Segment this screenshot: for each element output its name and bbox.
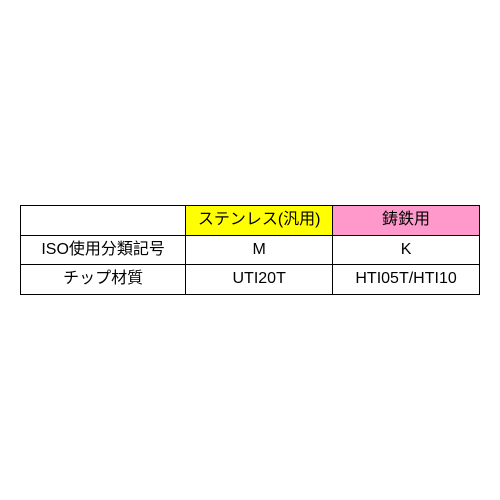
header-empty — [21, 205, 186, 235]
header-cast-iron: 鋳鉄用 — [333, 205, 480, 235]
row-label-chip: チップ材質 — [21, 265, 186, 295]
table-header-row: ステンレス(汎用) 鋳鉄用 — [21, 205, 480, 235]
cell-iso-stainless: M — [186, 235, 333, 265]
cell-chip-cast-iron: HTI05T/HTI10 — [333, 265, 480, 295]
header-stainless: ステンレス(汎用) — [186, 205, 333, 235]
cell-iso-cast-iron: K — [333, 235, 480, 265]
material-table: ステンレス(汎用) 鋳鉄用 ISO使用分類記号 M K チップ材質 UTI20T… — [20, 205, 480, 295]
row-label-iso: ISO使用分類記号 — [21, 235, 186, 265]
material-table-container: ステンレス(汎用) 鋳鉄用 ISO使用分類記号 M K チップ材質 UTI20T… — [20, 205, 480, 295]
table-row: ISO使用分類記号 M K — [21, 235, 480, 265]
cell-chip-stainless: UTI20T — [186, 265, 333, 295]
table-row: チップ材質 UTI20T HTI05T/HTI10 — [21, 265, 480, 295]
